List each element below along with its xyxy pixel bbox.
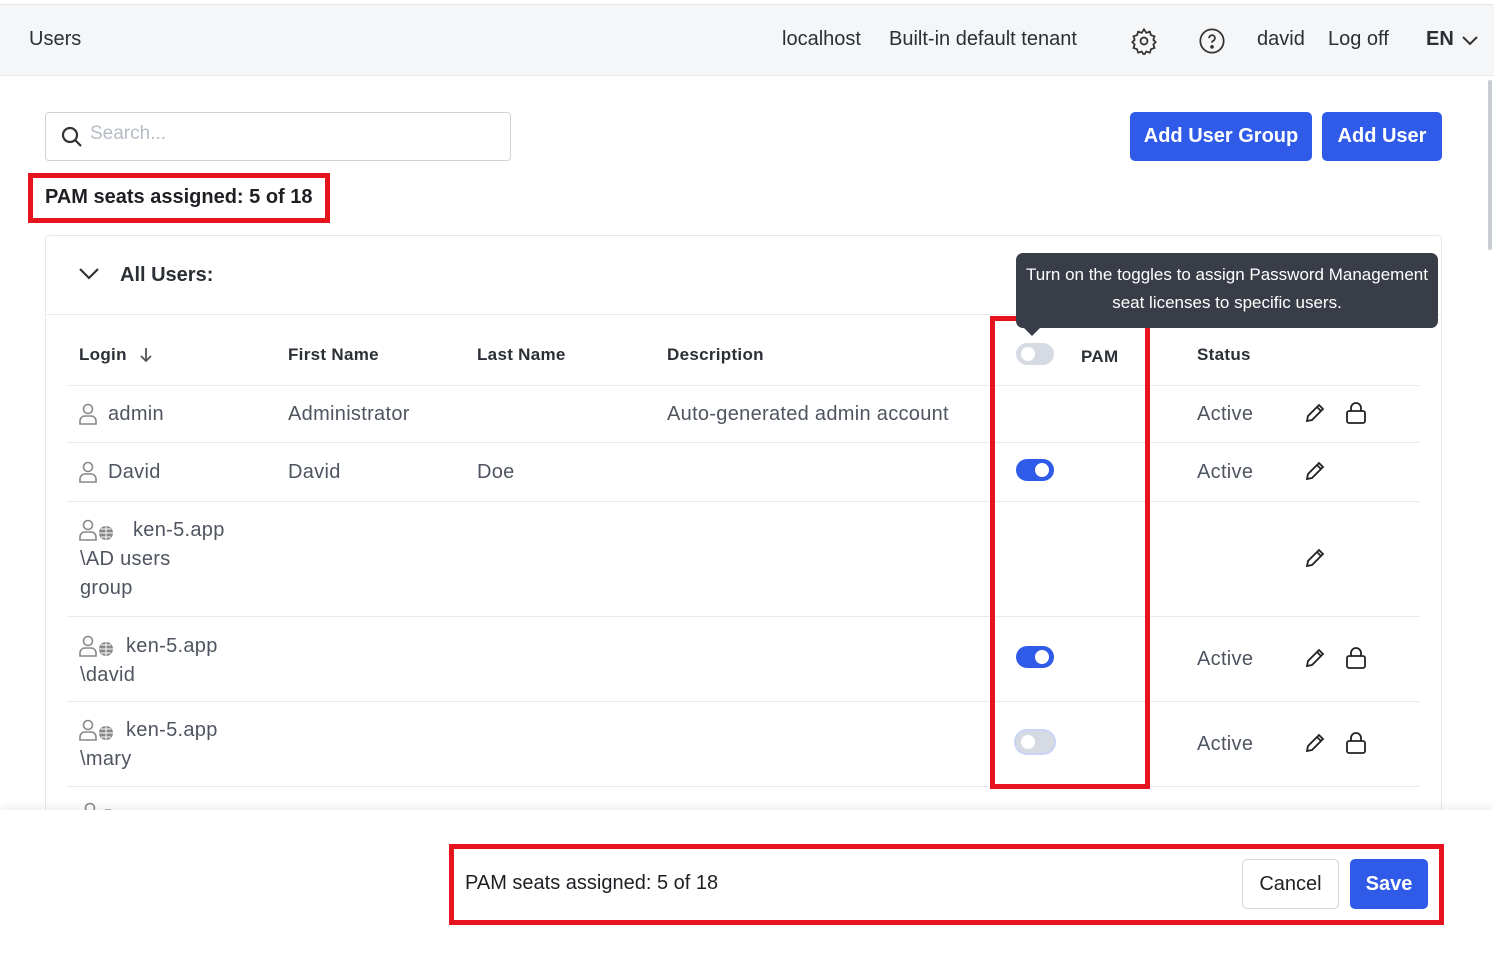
login-line: \AD users <box>80 548 171 570</box>
group-label: All Users: <box>120 264 214 286</box>
chevron-down-icon[interactable] <box>78 266 100 282</box>
search-input[interactable] <box>90 123 490 145</box>
login-line: ken-5.app <box>126 635 218 657</box>
highlight-box <box>28 173 330 223</box>
column-login[interactable]: Login <box>79 345 127 364</box>
footer-bar <box>0 810 1494 954</box>
last-name-cell: Doe <box>477 461 515 483</box>
status-cell: Active <box>1197 648 1254 670</box>
login-cell[interactable]: ken-5.app \AD users group <box>80 516 225 603</box>
user-icon <box>78 461 98 488</box>
column-first-name: First Name <box>288 345 379 364</box>
save-button[interactable]: Save <box>1350 859 1428 909</box>
ad-user-icon <box>78 719 114 746</box>
status-cell: Active <box>1197 733 1254 755</box>
host-label: localhost <box>782 28 861 50</box>
help-icon[interactable] <box>1198 27 1226 55</box>
ad-user-icon <box>78 635 114 662</box>
edit-icon[interactable] <box>1303 731 1327 760</box>
login-cell[interactable]: ken-5.app \mary <box>80 716 218 774</box>
login-line: \david <box>80 664 136 686</box>
add-user-group-button[interactable]: Add User Group <box>1130 112 1312 161</box>
tenant-selector[interactable]: Built-in default tenant <box>889 28 1077 50</box>
login-cell[interactable]: admin <box>108 403 164 425</box>
column-pam: PAM <box>1081 347 1119 366</box>
user-menu[interactable]: david <box>1257 28 1305 50</box>
pam-seats-count: PAM seats assigned: 5 of 18 <box>45 186 313 208</box>
pam-toggle[interactable] <box>1016 459 1054 481</box>
pam-tooltip: Turn on the toggles to assign Password M… <box>1016 253 1438 336</box>
search-box[interactable] <box>45 112 511 161</box>
logoff-link[interactable]: Log off <box>1328 28 1389 50</box>
edit-icon[interactable] <box>1303 401 1327 430</box>
cancel-button[interactable]: Cancel <box>1242 859 1339 909</box>
lock-icon[interactable] <box>1345 401 1367 430</box>
login-line: ken-5.app <box>133 519 225 541</box>
gear-icon[interactable] <box>1130 27 1158 55</box>
login-line: ken-5.app <box>126 719 218 741</box>
edit-icon[interactable] <box>1303 546 1327 575</box>
login-cell[interactable]: ken-5.app \david <box>80 632 218 690</box>
page-title: Users <box>29 28 82 50</box>
footer-highlight <box>449 844 1444 925</box>
pam-toggle-all[interactable] <box>1016 343 1054 365</box>
edit-icon[interactable] <box>1303 646 1327 675</box>
description-cell: Auto-generated admin account <box>667 403 949 425</box>
add-user-button[interactable]: Add User <box>1322 112 1442 161</box>
pam-column-highlight <box>990 316 1150 789</box>
column-description: Description <box>667 345 764 364</box>
sort-down-icon[interactable] <box>139 347 153 363</box>
lock-icon[interactable] <box>1345 731 1367 760</box>
login-line: group <box>80 577 133 599</box>
edit-icon[interactable] <box>1303 459 1327 488</box>
language-selector[interactable]: EN <box>1426 28 1454 50</box>
column-last-name: Last Name <box>477 345 566 364</box>
scrollbar[interactable] <box>1488 80 1492 250</box>
first-name-cell: Administrator <box>288 403 410 425</box>
footer-seats-count: PAM seats assigned: 5 of 18 <box>465 872 719 894</box>
user-icon <box>78 403 98 430</box>
login-line: \mary <box>80 748 132 770</box>
status-cell: Active <box>1197 403 1254 425</box>
first-name-cell: David <box>288 461 341 483</box>
status-cell: Active <box>1197 461 1254 483</box>
top-header: Users localhost Built-in default tenant … <box>0 4 1494 76</box>
ad-group-icon <box>78 519 114 546</box>
search-icon <box>61 126 82 147</box>
column-status: Status <box>1197 345 1251 364</box>
pam-toggle[interactable] <box>1016 646 1054 668</box>
pam-toggle[interactable] <box>1016 731 1054 753</box>
chevron-down-icon[interactable] <box>1461 35 1479 47</box>
lock-icon[interactable] <box>1345 646 1367 675</box>
login-cell[interactable]: David <box>108 461 161 483</box>
